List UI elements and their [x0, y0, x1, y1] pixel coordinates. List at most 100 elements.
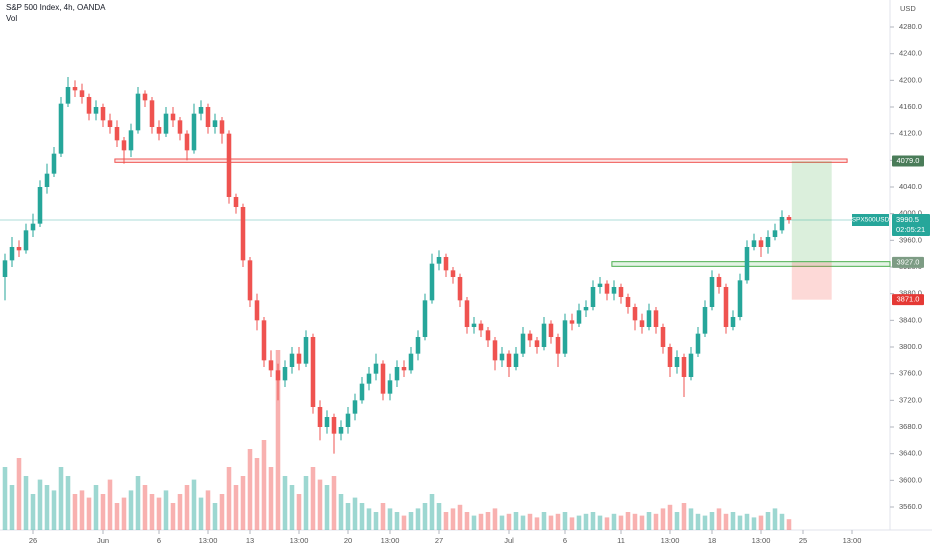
- volume-bar: [359, 503, 365, 530]
- volume-bar: [317, 479, 323, 530]
- candle-body: [16, 247, 22, 251]
- candle-body: [177, 120, 183, 134]
- candle-body: [632, 307, 638, 321]
- volume-bar: [737, 515, 743, 530]
- candle-body: [37, 187, 43, 224]
- volume-bar: [303, 476, 309, 530]
- candle-body: [170, 113, 176, 121]
- price-tag-label: 3871.0: [897, 295, 920, 304]
- volume-bar: [212, 503, 218, 530]
- volume-bar: [324, 485, 330, 530]
- candle-body: [513, 353, 519, 367]
- candle-body: [758, 240, 764, 247]
- volume-bar: [562, 512, 568, 530]
- volume-bar: [534, 517, 540, 530]
- candle-body: [702, 307, 708, 334]
- candle-body: [401, 367, 407, 371]
- volume-bar: [128, 490, 134, 530]
- x-tick-label: 25: [799, 536, 807, 545]
- candle-body: [198, 107, 204, 114]
- candle-body: [604, 283, 610, 294]
- candle-body: [324, 417, 330, 427]
- volume-bar: [58, 467, 64, 530]
- volume-bar: [198, 497, 204, 530]
- volume-bar: [583, 513, 589, 530]
- volume-bar: [233, 485, 239, 530]
- volume-bar: [366, 508, 372, 530]
- candle-body: [254, 300, 260, 321]
- volume-bar: [23, 476, 29, 530]
- volume-bar: [338, 494, 344, 530]
- volume-bar: [723, 513, 729, 530]
- candle-body: [247, 260, 253, 301]
- volume-bar: [51, 490, 57, 530]
- volume-bar: [170, 503, 176, 530]
- candle-body: [618, 287, 624, 297]
- volume-bar: [65, 476, 71, 530]
- volume-bar: [527, 513, 533, 530]
- candle-body: [639, 320, 645, 327]
- y-tick-label: 3560.0: [899, 502, 922, 511]
- candle-body: [450, 270, 456, 277]
- candle-body: [226, 133, 232, 197]
- symbol-tag-label: SPX500USD: [852, 217, 890, 224]
- candle-body: [121, 140, 127, 151]
- target-area: [791, 161, 832, 263]
- volume-bar: [72, 494, 78, 530]
- y-tick-label: 4200.0: [899, 75, 922, 84]
- volume-bar: [254, 458, 260, 530]
- volume-bar: [345, 503, 351, 530]
- volume-bar: [506, 513, 512, 530]
- candle-body: [65, 87, 71, 104]
- candle-body: [380, 363, 386, 394]
- y-tick-label: 3600.0: [899, 475, 922, 484]
- volume-bar: [632, 513, 638, 530]
- candle-body: [709, 277, 715, 307]
- volume-bar: [702, 515, 708, 530]
- y-tick-label: 3760.0: [899, 369, 922, 378]
- countdown-label: 02:05:21: [896, 225, 925, 234]
- candle-body: [58, 103, 64, 154]
- candle-body: [716, 277, 722, 287]
- x-tick-label: 13:00: [843, 536, 862, 545]
- volume-bar: [121, 497, 127, 530]
- volume-bar: [688, 508, 694, 530]
- last-price-label: 3990.5: [896, 215, 919, 224]
- candle-body: [695, 333, 701, 354]
- volume-bar: [261, 440, 267, 530]
- candle-body: [499, 353, 505, 361]
- candle-body: [653, 310, 659, 327]
- candle-body: [23, 230, 29, 251]
- volume-bar: [639, 515, 645, 530]
- volume-bar: [709, 512, 715, 530]
- candle-body: [646, 310, 652, 327]
- currency-label: USD: [900, 4, 916, 13]
- candle-body: [443, 257, 449, 271]
- volume-bar: [625, 512, 631, 530]
- candle-body: [562, 320, 568, 354]
- y-tick-label: 4000.0: [899, 209, 922, 218]
- candle-body: [289, 353, 295, 367]
- volume-bar: [492, 508, 498, 530]
- volume-bar: [681, 503, 687, 530]
- symbol-tag: [852, 214, 889, 226]
- volume-bar: [275, 350, 281, 530]
- candle-body: [72, 87, 78, 91]
- candle-body: [191, 113, 197, 151]
- volume-bar: [653, 513, 659, 530]
- zone: [611, 261, 891, 267]
- volume-bar: [695, 513, 701, 530]
- volume-bar: [380, 503, 386, 530]
- candle-body: [352, 400, 358, 414]
- volume-bar: [471, 515, 477, 530]
- plot: 4280.04240.04200.04160.04120.04080.04040…: [0, 22, 930, 545]
- candle-body: [163, 113, 169, 134]
- candle-body: [723, 287, 729, 327]
- candle-body: [240, 207, 246, 261]
- candle-body: [583, 307, 589, 311]
- candle-body: [268, 360, 274, 371]
- volume-bar: [93, 485, 99, 530]
